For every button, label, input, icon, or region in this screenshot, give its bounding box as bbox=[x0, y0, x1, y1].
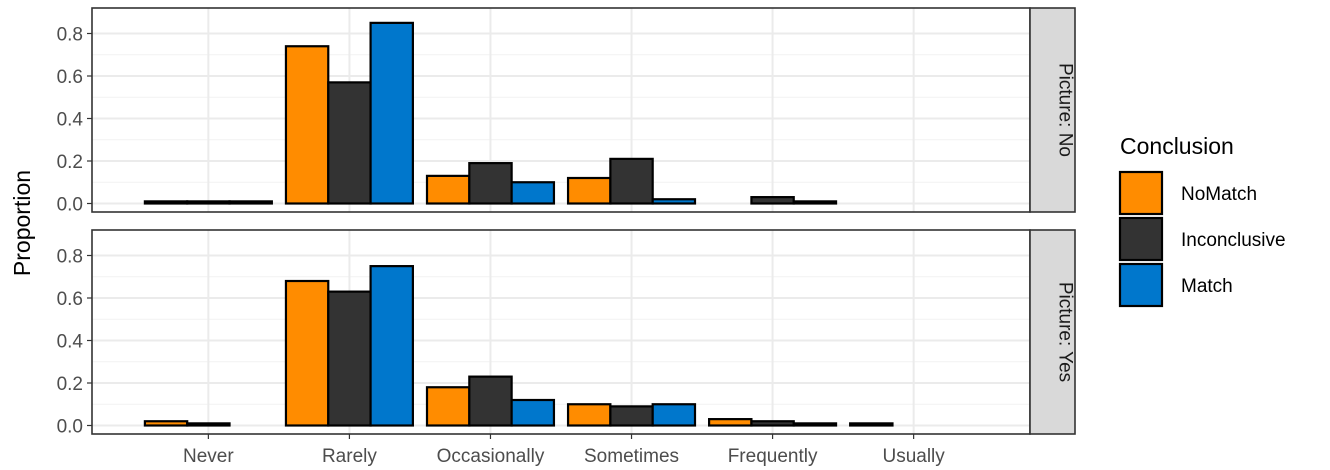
facet-strip bbox=[1029, 7, 1076, 213]
bar-nomatch-sometimes: NoMatch / Sometimes: 0.12 bbox=[566, 176, 612, 205]
bar-inconclusive-rarely: Inconclusive / Rarely: 0.57 bbox=[327, 81, 372, 205]
bar-match-frequently: Match / Frequently: 0.01 bbox=[792, 200, 838, 205]
facet-panels: 0.0 0.2 0.4 0.6 0.8 NoMatch / Never: 0.01 NoMa… bbox=[57, 7, 1076, 438]
bar-inconclusive-never: Inconclusive / Never: 0.01 bbox=[186, 200, 231, 205]
facet-strip-label: Picture: No bbox=[1055, 63, 1076, 157]
panel-1: 0.0 0.2 0.4 0.6 0.8 NoMatch / Never: 0.01 NoMa… bbox=[57, 7, 1076, 216]
legend-key-nomatch bbox=[1118, 170, 1164, 216]
legend-key-match bbox=[1118, 262, 1164, 308]
y-axis-title: Proportion bbox=[9, 170, 35, 276]
y-tick-label: 0.4 bbox=[57, 332, 84, 353]
facet-strip bbox=[1029, 229, 1076, 435]
panel-background bbox=[92, 230, 1030, 434]
legend: Conclusion NoMatch Inconclusive Match bbox=[1118, 133, 1286, 308]
bar-inconclusive-frequently: Inconclusive / Frequently: 0.03 bbox=[750, 196, 795, 205]
legend-label-inconclusive: Inconclusive bbox=[1181, 230, 1286, 251]
x-axis-labels: Never Rarely Occasionally Sometimes Frequent… bbox=[183, 434, 945, 467]
bar-inconclusive-never: Inconclusive / Never: 0.01 bbox=[186, 422, 231, 427]
facet-strip-label: Picture: Yes bbox=[1055, 282, 1076, 382]
bar-match-rarely: Match / Rarely: 0.85 bbox=[369, 21, 414, 205]
bar-nomatch-rarely: NoMatch / Rarely: 0.68 bbox=[284, 279, 330, 427]
bar-match-never: Match / Never: 0.01 bbox=[228, 200, 273, 205]
bar-nomatch-never: NoMatch / Never: 0.02 bbox=[143, 420, 189, 427]
panel-2: 0.0 0.2 0.4 0.6 0.8 NoMatch / Never: 0.02 NoMa… bbox=[57, 229, 1076, 438]
bar-nomatch-occasionally: NoMatch / Occasionally: 0.13 bbox=[425, 174, 471, 205]
legend-label-nomatch: NoMatch bbox=[1181, 184, 1257, 205]
legend-title: Conclusion bbox=[1120, 133, 1234, 159]
bar-nomatch-sometimes: NoMatch / Sometimes: 0.1 bbox=[566, 403, 612, 427]
bar-nomatch-usually: NoMatch / Usually: 0.01 bbox=[849, 422, 894, 427]
x-tick-label-never: Never bbox=[183, 446, 234, 467]
y-tick-label: 0.8 bbox=[57, 247, 83, 268]
bar-inconclusive-occasionally: Inconclusive / Occasionally: 0.23 bbox=[468, 375, 513, 427]
y-tick-label: 0.4 bbox=[57, 110, 84, 131]
bar-match-occasionally: Match / Occasionally: 0.1 bbox=[510, 181, 556, 205]
y-tick-label: 0.0 bbox=[57, 195, 83, 216]
x-tick-label-rarely: Rarely bbox=[322, 446, 377, 467]
bar-inconclusive-rarely: Inconclusive / Rarely: 0.63 bbox=[327, 290, 372, 427]
bar-match-frequently: Match / Frequently: 0.01 bbox=[792, 422, 838, 427]
y-tick-label: 0.2 bbox=[57, 152, 83, 173]
bar-nomatch-rarely: NoMatch / Rarely: 0.74 bbox=[284, 45, 330, 205]
y-tick-label: 0.2 bbox=[57, 374, 83, 395]
x-tick-label-occasionally: Occasionally bbox=[437, 446, 545, 467]
bar-nomatch-never: NoMatch / Never: 0.01 bbox=[143, 200, 189, 205]
x-tick-label-frequently: Frequently bbox=[728, 446, 818, 467]
y-tick-label: 0.6 bbox=[57, 67, 83, 88]
legend-label-match: Match bbox=[1181, 276, 1233, 297]
bar-match-occasionally: Match / Occasionally: 0.12 bbox=[510, 398, 556, 427]
bar-match-rarely: Match / Rarely: 0.75 bbox=[369, 265, 414, 427]
panel-background bbox=[92, 8, 1030, 212]
y-tick-label: 0.8 bbox=[57, 25, 83, 46]
bar-inconclusive-sometimes: Inconclusive / Sometimes: 0.09 bbox=[609, 405, 654, 427]
x-tick-label-usually: Usually bbox=[882, 446, 945, 467]
y-tick-label: 0.6 bbox=[57, 289, 83, 310]
bar-inconclusive-occasionally: Inconclusive / Occasionally: 0.19 bbox=[468, 162, 513, 205]
y-tick-label: 0.0 bbox=[57, 417, 83, 438]
bar-inconclusive-frequently: Inconclusive / Frequently: 0.02 bbox=[750, 420, 795, 427]
x-tick-label-sometimes: Sometimes bbox=[584, 446, 679, 467]
bar-match-sometimes: Match / Sometimes: 0.1 bbox=[651, 403, 697, 427]
bar-match-sometimes: Match / Sometimes: 0.02 bbox=[651, 198, 697, 205]
bar-nomatch-occasionally: NoMatch / Occasionally: 0.18 bbox=[425, 386, 471, 427]
bar-inconclusive-sometimes: Inconclusive / Sometimes: 0.21 bbox=[609, 157, 654, 205]
bar-nomatch-frequently: NoMatch / Frequently: 0.03 bbox=[708, 418, 753, 427]
legend-key-inconclusive bbox=[1118, 216, 1164, 262]
